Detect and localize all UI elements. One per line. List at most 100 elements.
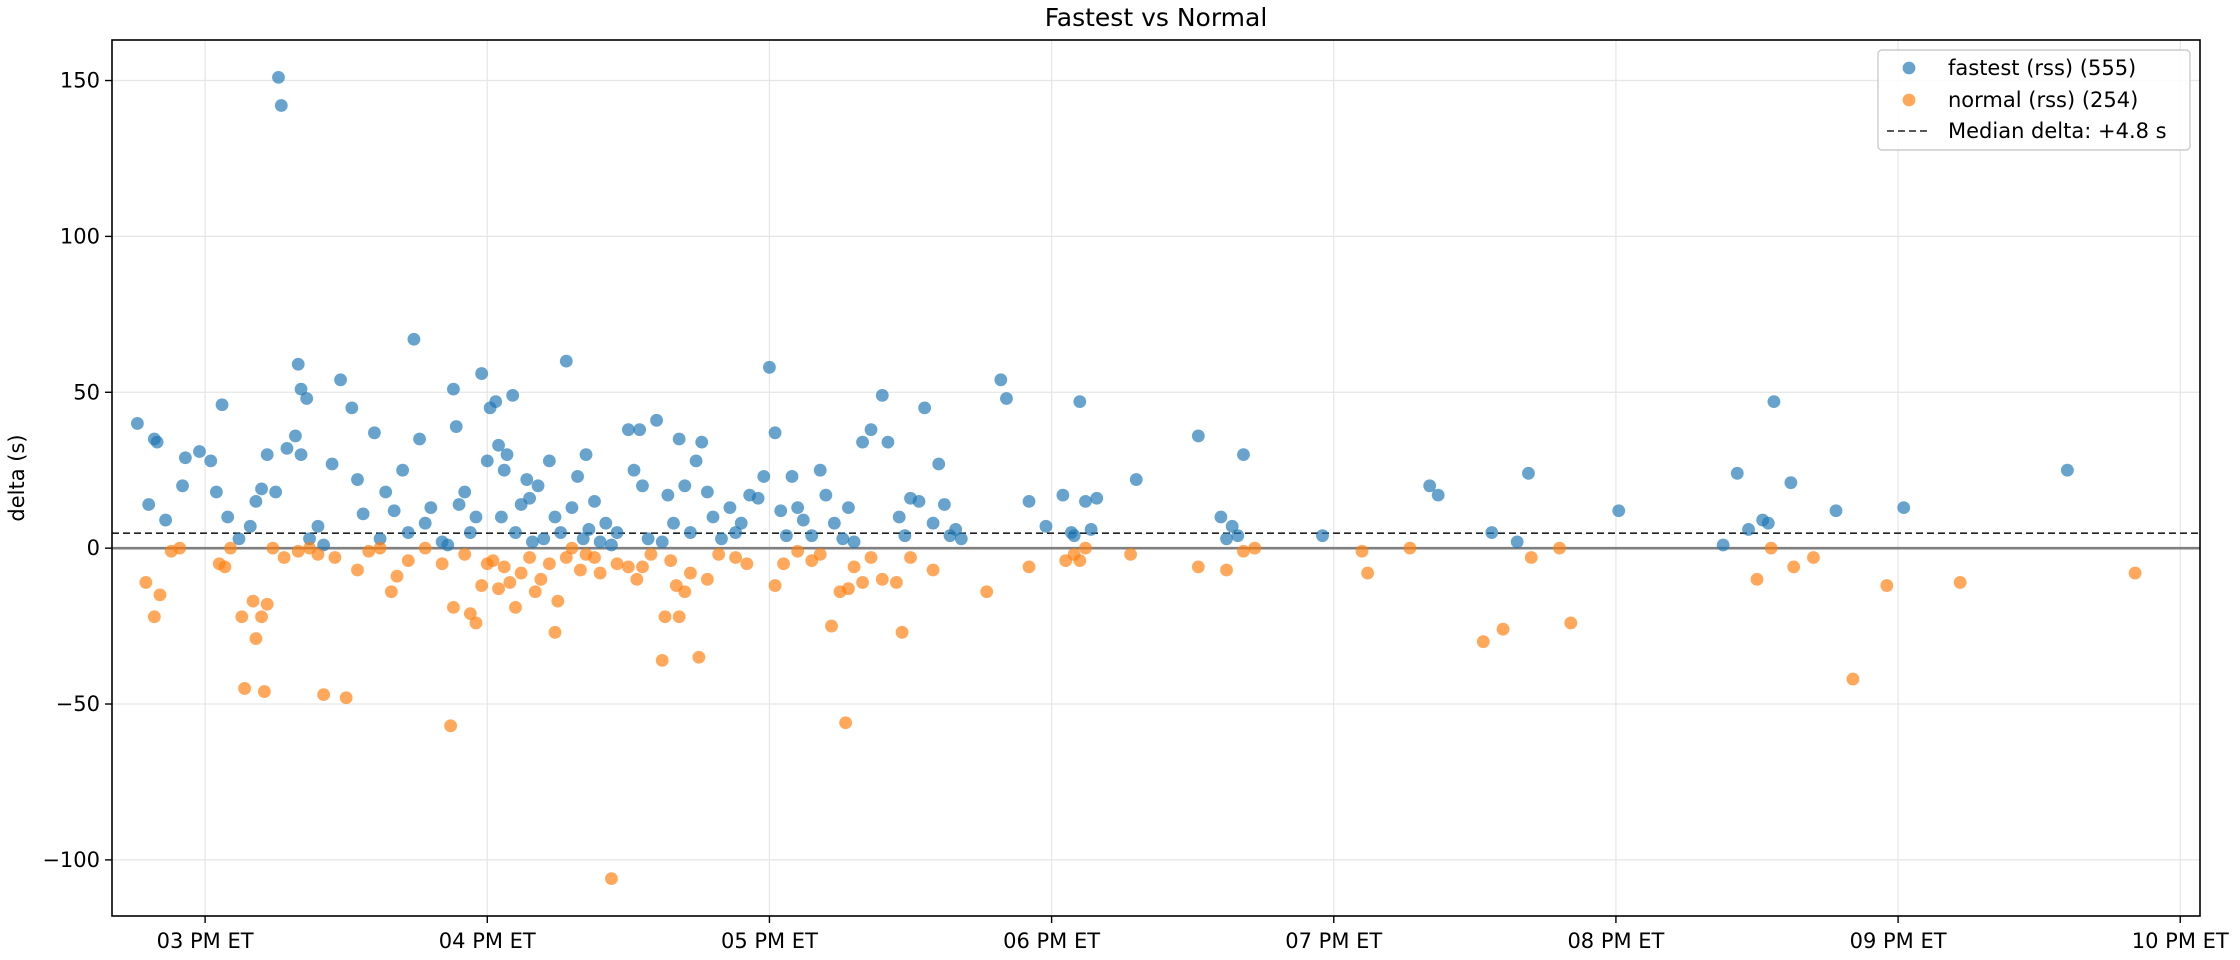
- data-point: [621, 423, 635, 437]
- data-point: [678, 479, 692, 493]
- data-point: [1191, 560, 1205, 574]
- data-point: [542, 557, 556, 571]
- data-point: [692, 650, 706, 664]
- chart-title: Fastest vs Normal: [1045, 3, 1268, 32]
- data-point: [1022, 494, 1036, 508]
- data-point: [548, 625, 562, 639]
- data-point: [554, 526, 568, 539]
- data-point: [1124, 547, 1138, 561]
- data-point: [475, 579, 489, 592]
- data-point: [729, 551, 742, 564]
- data-point: [655, 535, 669, 549]
- data-point: [1022, 560, 1036, 574]
- data-point: [1084, 523, 1098, 536]
- data-point: [269, 485, 283, 499]
- data-point: [588, 494, 601, 508]
- data-point: [449, 420, 463, 433]
- data-point: [1767, 395, 1781, 409]
- legend-label-fastest: fastest (rss) (555): [1948, 56, 2136, 80]
- y-tick-label: 0: [87, 536, 100, 560]
- data-point: [523, 551, 536, 564]
- data-point: [255, 610, 268, 624]
- data-point: [813, 463, 827, 477]
- data-point: [918, 401, 932, 415]
- data-point: [819, 488, 833, 502]
- data-point: [791, 544, 805, 558]
- data-point: [912, 494, 926, 508]
- data-point: [1073, 554, 1087, 568]
- data-point: [520, 473, 534, 486]
- data-point: [1316, 529, 1329, 543]
- data-point: [463, 607, 477, 621]
- data-point: [565, 501, 579, 515]
- data-point: [573, 563, 587, 577]
- data-point: [509, 600, 522, 614]
- y-tick-label: 100: [60, 224, 100, 248]
- x-tick-label: 03 PM ET: [157, 929, 254, 953]
- data-point: [644, 547, 658, 561]
- data-point: [475, 367, 489, 380]
- reference-lines: [112, 532, 2200, 550]
- data-point: [672, 610, 686, 624]
- data-point: [655, 653, 669, 667]
- data-point: [317, 688, 331, 702]
- data-point: [514, 566, 528, 580]
- legend-marker-normal: [1902, 93, 1916, 107]
- data-point: [593, 566, 607, 580]
- data-point: [362, 544, 376, 558]
- data-point: [1524, 551, 1538, 564]
- data-point: [291, 357, 305, 371]
- data-point: [452, 498, 466, 511]
- data-point: [486, 554, 500, 568]
- data-point: [664, 554, 678, 568]
- data-point: [537, 532, 551, 546]
- data-point: [706, 510, 720, 524]
- data-point: [447, 382, 460, 396]
- data-point: [678, 585, 692, 599]
- data-point: [173, 541, 187, 555]
- data-point: [842, 501, 855, 515]
- data-point: [509, 526, 522, 539]
- data-point: [700, 572, 714, 586]
- data-point: [447, 600, 460, 614]
- data-point: [605, 872, 618, 885]
- data-point: [435, 557, 449, 571]
- data-point: [1764, 541, 1778, 555]
- data-point: [1953, 576, 1967, 589]
- data-point: [1553, 541, 1566, 555]
- data-point: [277, 551, 291, 564]
- data-point: [1073, 395, 1087, 409]
- data-point: [1897, 501, 1911, 515]
- data-point: [260, 597, 274, 611]
- data-point: [373, 541, 387, 555]
- data-point: [813, 547, 827, 561]
- data-point: [672, 432, 686, 446]
- data-point: [777, 557, 790, 571]
- data-point: [847, 535, 861, 549]
- data-point: [418, 541, 432, 555]
- data-point: [827, 516, 841, 530]
- data-point: [526, 535, 539, 549]
- data-point: [1079, 494, 1092, 508]
- data-point: [1355, 544, 1369, 558]
- data-point: [249, 632, 263, 645]
- data-point: [232, 532, 246, 546]
- data-point: [260, 448, 274, 462]
- data-point: [441, 538, 455, 552]
- data-point: [700, 485, 714, 499]
- data-point: [1237, 544, 1250, 558]
- data-point: [1807, 551, 1820, 564]
- data-point: [1784, 476, 1798, 490]
- data-point: [243, 519, 257, 533]
- data-point: [390, 569, 404, 583]
- data-point: [633, 423, 647, 437]
- y-tick-label: 50: [73, 380, 100, 404]
- data-point: [805, 529, 819, 543]
- series-normal: [139, 541, 2142, 885]
- data-point: [559, 551, 573, 564]
- data-point: [407, 332, 421, 346]
- data-point: [272, 71, 285, 84]
- data-point: [658, 610, 672, 624]
- data-point: [1067, 529, 1081, 543]
- data-point: [839, 716, 853, 730]
